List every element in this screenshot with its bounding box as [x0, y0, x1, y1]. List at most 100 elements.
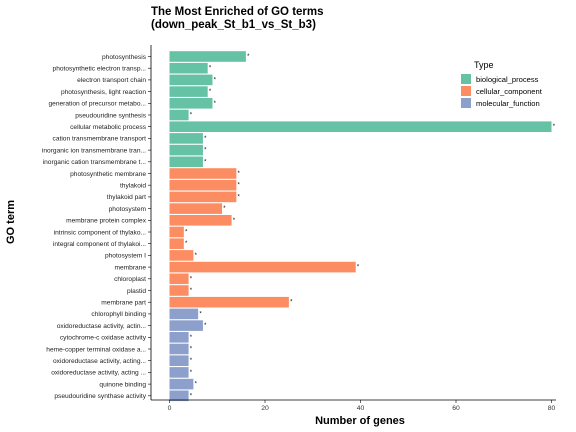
- bar-annotation-intrinsic-component-of-thylako: *: [185, 230, 188, 236]
- y-tick-label-photosystem-i: photosystem I: [105, 253, 146, 260]
- chart-title-line1: The Most Enriched of GO terms: [151, 6, 324, 18]
- bar-annotation-photosystem: *: [223, 206, 226, 212]
- x-tick-label-80: 80: [548, 405, 556, 412]
- bar-chlorophyll-binding: [169, 308, 199, 320]
- y-tick-label-pseudouridine-synthesis: pseudouridine synthesis: [75, 112, 146, 119]
- bar-chloroplast: [169, 273, 189, 285]
- bar-oxidoreductase-activity-actin: [169, 320, 203, 331]
- bar-oxidoreductase-activity-acting: [169, 367, 189, 378]
- y-tick-label-membrane-protein-complex: membrane protein complex: [66, 218, 147, 225]
- x-tick-label-0: 0: [168, 405, 172, 412]
- bar-photosynthetic-electron-transp: [169, 62, 208, 74]
- bar-cytochrome-c-oxidase-activity: [169, 332, 189, 343]
- bar-annotation-heme-copper-terminal-oxidase-a: *: [190, 347, 193, 353]
- legend-swatch-biological-process: [461, 74, 471, 84]
- chart-title-line2: (down_peak_St_b1_vs_St_b3): [151, 19, 316, 31]
- y-tick-label-inorganic-ion-transmembrane-tran: inorganic ion transmembrane tran...: [42, 147, 146, 154]
- bar-annotation-electron-transport-chain: *: [214, 77, 217, 83]
- bar-annotation-oxidoreductase-activity-actin: *: [204, 323, 207, 329]
- bar-thylakoid: [169, 179, 237, 191]
- bar-cellular-metabolic-process: [169, 121, 552, 132]
- bar-inorganic-cation-transmembrane-t: [169, 156, 203, 168]
- y-tick-label-thylakoid-part: thylakoid part: [107, 194, 146, 201]
- bar-annotation-chlorophyll-binding: *: [199, 311, 202, 317]
- y-tick-label-photosynthesis-light-reaction: photosynthesis, light reaction: [61, 89, 146, 96]
- y-tick-label-quinone-binding: quinone binding: [99, 381, 146, 388]
- x-tick-label-40: 40: [357, 405, 365, 412]
- bar-annotation-oxidoreductase-activity-acting: *: [190, 370, 193, 376]
- bar-annotation-oxidoreductase-activity-acting: *: [190, 358, 193, 364]
- bar-heme-copper-terminal-oxidase-a: [169, 343, 189, 355]
- bar-photosynthesis-light-reaction: [169, 86, 208, 97]
- bar-electron-transport-chain: [169, 74, 213, 86]
- x-tick-label-60: 60: [452, 405, 460, 412]
- y-tick-label-intrinsic-component-of-thylako: intrinsic component of thylako...: [54, 229, 147, 236]
- bar-generation-of-precursor-metabo: [169, 98, 213, 109]
- y-tick-label-plastid: plastid: [127, 288, 146, 295]
- bar-annotation-cellular-metabolic-process: *: [553, 124, 556, 130]
- y-tick-label-heme-copper-terminal-oxidase-a: heme-copper terminal oxidase a...: [46, 346, 146, 353]
- y-tick-label-photosynthetic-electron-transp: photosynthetic electron transp...: [53, 66, 147, 73]
- y-tick-label-chlorophyll-binding: chlorophyll binding: [91, 311, 146, 318]
- x-tick-label-20: 20: [261, 405, 269, 412]
- legend-label-molecular-function: molecular_function: [476, 99, 540, 108]
- y-tick-label-electron-transport-chain: electron transport chain: [77, 77, 146, 84]
- y-tick-label-integral-component-of-thylakoi: integral component of thylakoi...: [53, 241, 146, 248]
- bar-photosystem: [169, 203, 223, 214]
- bar-annotation-integral-component-of-thylakoi: *: [185, 241, 188, 247]
- bar-annotation-cytochrome-c-oxidase-activity: *: [190, 335, 193, 341]
- bar-oxidoreductase-activity-acting: [169, 355, 189, 366]
- bar-annotation-membrane-protein-complex: *: [233, 218, 236, 224]
- bar-annotation-photosynthesis: *: [247, 54, 250, 60]
- bar-integral-component-of-thylakoi: [169, 238, 184, 249]
- plot-area: * photosynthesis * photosynthetic electron …: [42, 51, 556, 402]
- y-tick-label-oxidoreductase-activity-acting: oxidoreductase activity, acting...: [53, 358, 146, 365]
- bar-annotation-pseudouridine-synthase-activity: *: [190, 393, 193, 399]
- legend: Type biological_process cellular_compone…: [461, 60, 543, 108]
- bar-annotation-thylakoid: *: [238, 183, 241, 189]
- bar-intrinsic-component-of-thylako: [169, 226, 184, 238]
- y-tick-label-photosystem: photosystem: [109, 206, 147, 213]
- bar-membrane-part: [169, 296, 289, 308]
- bar-pseudouridine-synthase-activity: [169, 390, 189, 402]
- y-tick-label-membrane-part: membrane part: [101, 300, 146, 307]
- y-tick-label-cellular-metabolic-process: cellular metabolic process: [70, 124, 147, 131]
- legend-swatch-molecular-function: [461, 98, 471, 108]
- y-tick-label-cytochrome-c-oxidase-activity: cytochrome-c oxidase activity: [60, 335, 147, 342]
- bar-membrane-protein-complex: [169, 215, 232, 226]
- bar-annotation-membrane: *: [357, 265, 360, 271]
- y-axis-title: GO term: [5, 200, 17, 244]
- legend-swatch-cellular-component: [461, 86, 471, 96]
- bar-annotation-thylakoid-part: *: [238, 194, 241, 200]
- bar-photosynthetic-membrane: [169, 168, 237, 179]
- bar-inorganic-ion-transmembrane-tran: [169, 144, 203, 156]
- y-tick-label-photosynthesis: photosynthesis: [102, 54, 147, 61]
- bar-annotation-inorganic-cation-transmembrane-t: *: [204, 159, 207, 165]
- y-tick-label-photosynthetic-membrane: photosynthetic membrane: [70, 171, 146, 178]
- y-tick-label-generation-of-precursor-metabo: generation of precursor metabo...: [49, 101, 147, 108]
- bar-annotation-photosynthetic-membrane: *: [238, 171, 241, 177]
- bar-membrane: [169, 261, 356, 273]
- y-tick-label-pseudouridine-synthase-activity: pseudouridine synthase activity: [54, 393, 146, 400]
- bar-cation-transmembrane-transport: [169, 133, 203, 144]
- bar-annotation-membrane-part: *: [290, 300, 293, 306]
- bar-quinone-binding: [169, 378, 194, 390]
- bar-photosynthesis: [169, 51, 246, 62]
- bar-thylakoid-part: [169, 191, 237, 203]
- y-tick-label-oxidoreductase-activity-actin: oxidoreductase activity, actin...: [57, 323, 146, 330]
- y-tick-label-inorganic-cation-transmembrane-t: inorganic cation transmembrane t...: [43, 159, 147, 166]
- bar-plastid: [169, 285, 189, 296]
- bar-annotation-quinone-binding: *: [195, 382, 198, 388]
- bar-annotation-photosystem-i: *: [195, 253, 198, 259]
- bar-annotation-photosynthesis-light-reaction: *: [209, 89, 212, 95]
- bar-annotation-inorganic-ion-transmembrane-tran: *: [204, 148, 207, 154]
- y-tick-label-cation-transmembrane-transport: cation transmembrane transport: [53, 136, 147, 143]
- y-tick-label-chloroplast: chloroplast: [114, 276, 146, 283]
- bar-annotation-chloroplast: *: [190, 276, 193, 282]
- x-axis-title: Number of genes: [315, 415, 405, 427]
- y-tick-label-thylakoid: thylakoid: [120, 183, 146, 190]
- bar-annotation-photosynthetic-electron-transp: *: [209, 66, 212, 72]
- legend-title: Type: [474, 60, 494, 70]
- bar-annotation-generation-of-precursor-metabo: *: [214, 101, 217, 107]
